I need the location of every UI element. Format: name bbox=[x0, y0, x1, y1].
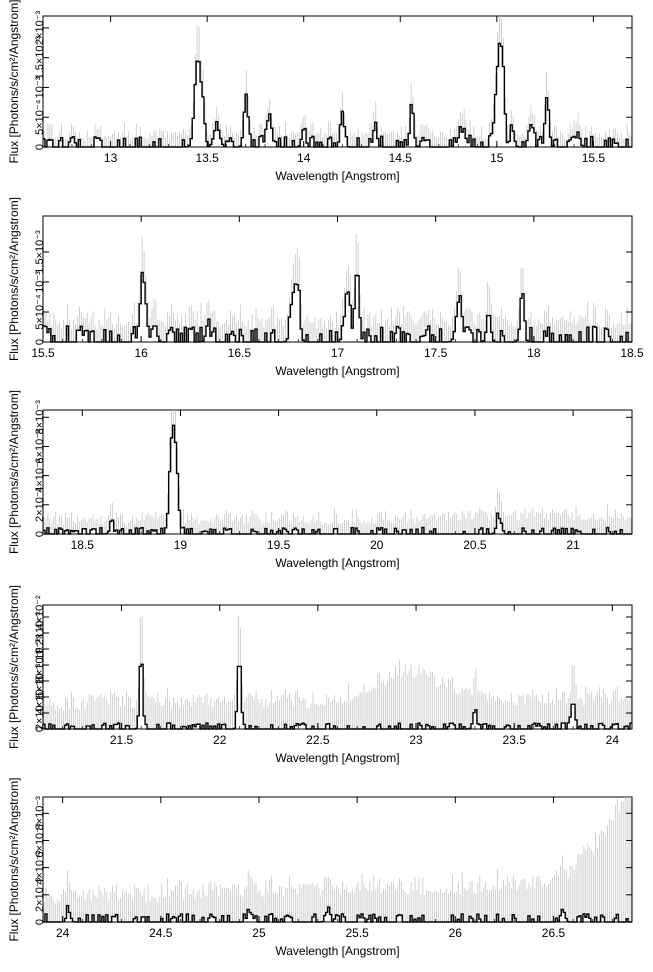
x-tick-label: 13 bbox=[104, 151, 118, 165]
flux-histogram bbox=[43, 42, 632, 148]
chart-panel-1: 13 13.5 14 14.5 15 15.5 0 5×10⁻⁴10⁻³1.5×10⁻³2×1… bbox=[7, 0, 633, 183]
x-axis-label: Wavelength [Angstrom] bbox=[275, 944, 399, 958]
y-tick-label: 10⁻³ bbox=[34, 271, 46, 293]
y-tick-label: 0 bbox=[34, 339, 46, 345]
x-tick-label: 16 bbox=[134, 346, 148, 360]
y-tick-label: 0 bbox=[34, 919, 46, 925]
y-tick-label: 0 bbox=[34, 726, 46, 732]
chart-panel-4: 21.5 22 22.5 23 23.5 24 02×10⁻³4×10⁻³6×10⁻³8×1… bbox=[7, 585, 633, 765]
y-axis-label: Flux [Photons/s/cm²/Angstrom] bbox=[7, 777, 21, 941]
x-tick-label: 21 bbox=[566, 538, 580, 552]
y-tick-label: 6×10⁻³ bbox=[34, 823, 46, 858]
y-axis-label: Flux [Photons/s/cm²/Angstrom] bbox=[7, 390, 21, 554]
y-tick-label: 1.5×10⁻³ bbox=[34, 36, 46, 80]
x-tick-label: 25 bbox=[252, 926, 266, 940]
x-tick-label: 14.5 bbox=[389, 151, 413, 165]
x-tick-label: 18 bbox=[527, 346, 541, 360]
flux-histogram bbox=[43, 663, 632, 730]
plot-frame bbox=[42, 409, 633, 535]
y-tick-label: 2×10⁻³ bbox=[34, 10, 46, 45]
y-tick-label: 4×10⁻³ bbox=[34, 680, 46, 715]
x-tick-label: 17 bbox=[331, 346, 345, 360]
flux-histogram bbox=[43, 424, 632, 535]
error-bars bbox=[43, 410, 632, 534]
y-tick-label: 1.2×10⁻² bbox=[34, 611, 46, 655]
x-tick-label: 24 bbox=[606, 733, 620, 747]
y-tick-label: 1.4×10⁻² bbox=[34, 595, 46, 639]
y-tick-label: 10⁻³ bbox=[34, 76, 46, 98]
y-tick-label: 10⁻² bbox=[34, 638, 46, 660]
x-tick-label: 23 bbox=[409, 733, 423, 747]
y-axis-label: Flux [Photons/s/cm²/Angstrom] bbox=[7, 197, 21, 361]
y-tick-label: 0 bbox=[34, 531, 46, 537]
x-tick-label: 20 bbox=[370, 538, 384, 552]
y-tick-label: 8×10⁻³ bbox=[34, 648, 46, 683]
flux-histogram bbox=[43, 271, 632, 343]
plot-frame bbox=[42, 215, 633, 343]
chart-panel-3: 18.5 19 19.5 20 20.5 21 0 2×10⁻³4×10⁻³6×10⁻³8×1… bbox=[7, 390, 633, 570]
y-axis-label: Flux [Photons/s/cm²/Angstrom] bbox=[7, 0, 21, 164]
chart-panel-2: 15.5 16 16.5 17 17.5 18 18.5 0 5×10⁻⁴10⁻³1.5×10⁻… bbox=[7, 197, 644, 378]
x-tick-label: 24.5 bbox=[149, 926, 173, 940]
error-bars bbox=[43, 797, 632, 922]
y-tick-label: 4×10⁻³ bbox=[34, 458, 46, 493]
x-tick-label: 22 bbox=[213, 733, 227, 747]
x-tick-label: 18.5 bbox=[71, 538, 95, 552]
y-tick-label: 6×10⁻³ bbox=[34, 429, 46, 464]
x-tick-label: 15.5 bbox=[31, 346, 55, 360]
x-tick-label: 26 bbox=[449, 926, 463, 940]
x-tick-label: 15.5 bbox=[582, 151, 606, 165]
x-axis-label: Wavelength [Angstrom] bbox=[275, 751, 399, 765]
y-tick-label: 6×10⁻³ bbox=[34, 664, 46, 699]
x-tick-label: 19 bbox=[174, 538, 188, 552]
x-tick-label: 26.5 bbox=[542, 926, 566, 940]
plot-frame bbox=[42, 604, 633, 730]
x-tick-label: 18.5 bbox=[620, 346, 644, 360]
y-tick-label: 5×10⁻⁴ bbox=[34, 294, 46, 330]
y-tick-label: 8×10⁻³ bbox=[34, 796, 46, 831]
y-tick-label: 1.5×10⁻³ bbox=[34, 230, 46, 274]
x-tick-label: 17.5 bbox=[424, 346, 448, 360]
x-tick-label: 21.5 bbox=[110, 733, 134, 747]
y-tick-label: 0 bbox=[34, 144, 46, 150]
x-tick-label: 14 bbox=[297, 151, 311, 165]
x-tick-label: 20.5 bbox=[463, 538, 487, 552]
y-axis-label: Flux [Photons/s/cm²/Angstrom] bbox=[7, 585, 21, 749]
x-tick-label: 22.5 bbox=[306, 733, 330, 747]
x-axis-label: Wavelength [Angstrom] bbox=[275, 364, 399, 378]
y-tick-label: 2×10⁻³ bbox=[34, 487, 46, 522]
x-tick-label: 23.5 bbox=[503, 733, 527, 747]
y-tick-label: 5×10⁻⁴ bbox=[34, 99, 46, 135]
error-bars bbox=[43, 615, 632, 729]
chart-panel-5: 24 24.5 25 25.5 26 26.5 0 2×10⁻³4×10⁻³6×10⁻³8×1… bbox=[7, 777, 633, 958]
y-tick-label: 8×10⁻³ bbox=[34, 400, 46, 435]
x-tick-label: 13.5 bbox=[195, 151, 219, 165]
error-bars bbox=[43, 16, 632, 147]
x-tick-label: 19.5 bbox=[267, 538, 291, 552]
x-axis-label: Wavelength [Angstrom] bbox=[275, 169, 399, 183]
x-axis-label: Wavelength [Angstrom] bbox=[275, 556, 399, 570]
error-bars bbox=[43, 233, 632, 342]
x-tick-label: 24 bbox=[56, 926, 70, 940]
y-tick-label: 4×10⁻³ bbox=[34, 850, 46, 885]
y-tick-label: 2×10⁻³ bbox=[34, 696, 46, 731]
x-tick-label: 16.5 bbox=[228, 346, 252, 360]
plot-frame bbox=[42, 796, 633, 923]
x-tick-label: 25.5 bbox=[345, 926, 369, 940]
x-tick-label: 15 bbox=[490, 151, 504, 165]
y-tick-label: 2×10⁻³ bbox=[34, 877, 46, 912]
